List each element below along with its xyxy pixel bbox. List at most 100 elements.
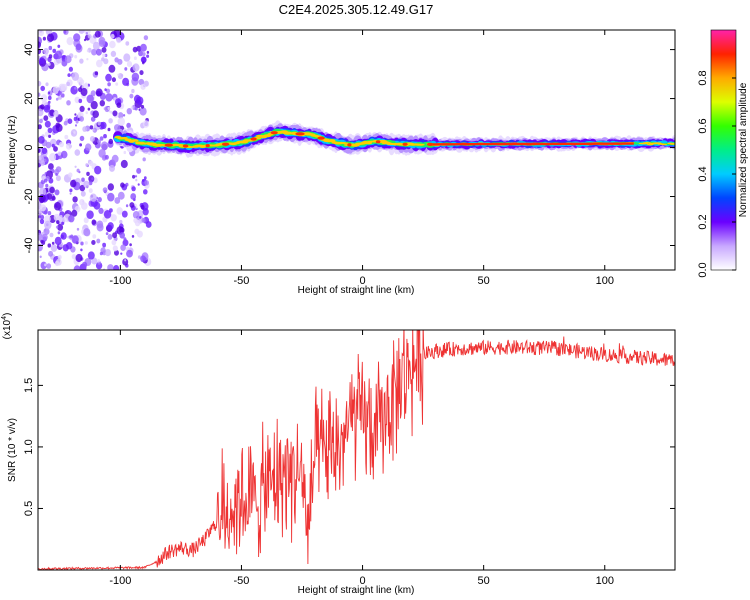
noise-speckle [108,64,116,73]
ridge-peak [250,137,257,141]
noise-speckle [86,49,90,53]
noise-speckle [138,78,145,86]
noise-speckle [141,217,146,223]
spectrogram-x-axis-label: Height of straight line (km) [298,285,415,296]
noise-speckle [135,178,138,182]
noise-speckle [104,249,111,257]
colorbar-tick-label: 0.0 [697,262,709,277]
noise-speckle [122,239,129,247]
noise-speckle [107,234,113,240]
noise-speckle [140,56,147,63]
noise-speckle [83,217,89,224]
noise-speckle [115,82,119,86]
noise-speckle [68,210,71,214]
noise-speckle [90,90,96,97]
x-tick-label: 0 [359,275,365,287]
noise-speckle [79,105,85,112]
noise-speckle [48,95,52,100]
noise-speckle [130,193,137,200]
snr-frame [37,329,676,571]
noise-speckle [91,240,96,245]
noise-speckle [110,214,117,222]
noise-speckle [96,59,103,68]
noise-speckle [48,177,54,184]
noise-speckle [75,124,77,127]
noise-speckle [64,55,72,64]
noise-speckle [96,220,104,229]
noise-speckle [48,134,52,138]
noise-speckle [60,150,68,159]
noise-speckle [117,73,120,77]
noise-speckle [39,118,43,124]
noise-speckle [94,71,99,76]
ridge-cell [327,139,336,143]
noise-speckle [91,177,94,181]
noise-speckle [120,244,126,251]
noise-speckle [38,243,43,252]
noise-speckle [38,41,42,49]
noise-speckle [131,72,140,82]
noise-speckle [71,72,80,81]
noise-speckle [38,124,42,130]
noise-speckle [71,209,78,217]
noise-speckle [91,257,98,265]
noise-speckle [89,193,97,202]
ridge-peak [347,143,352,147]
noise-speckle [92,128,95,132]
noise-speckle [138,50,144,57]
noise-speckle [102,53,106,58]
noise-speckle [90,100,98,110]
noise-speckle [47,243,52,248]
noise-speckle [53,146,58,152]
noise-speckle [98,207,104,214]
noise-speckle [40,215,45,220]
spectrogram-y-ticks: 40 20 0 -20 -40 [23,43,675,253]
noise-speckle [57,151,62,156]
noise-speckle [124,259,127,262]
noise-speckle [92,41,100,51]
noise-speckle [140,83,146,90]
noise-speckle [89,136,95,142]
noise-speckle [42,36,47,41]
noise-speckle [136,45,142,52]
noise-speckle [55,173,58,176]
noise-speckle [95,88,103,97]
noise-speckle [78,98,83,104]
spectrogram-ridge [113,120,675,158]
noise-speckle [49,138,57,148]
noise-speckle [140,255,147,263]
noise-speckle [74,165,77,168]
noise-speckle [119,232,125,239]
noise-speckle [38,80,42,87]
noise-speckle [43,115,49,121]
noise-speckle [132,46,138,53]
snr-y-axis-label: SNR (10 * v/v) [7,418,18,482]
noise-speckle [123,237,127,241]
noise-speckle [139,70,144,76]
noise-speckle [74,149,81,156]
noise-speckle [75,43,82,51]
x-tick-label: 100 [596,275,614,287]
noise-speckle [44,220,52,230]
colorbar-tick-label: 0.4 [697,166,709,181]
noise-speckle [38,194,46,203]
noise-speckle [140,43,147,52]
noise-speckle [44,120,51,128]
noise-speckle [100,121,107,130]
noise-speckle [122,258,129,266]
colorbar-label: Normalized spectral amplitude [738,82,749,217]
noise-speckle [57,231,61,235]
noise-speckle [87,107,91,111]
ridge-peak [221,142,230,146]
noise-speckle [73,33,81,42]
noise-speckle [92,234,97,239]
noise-speckle [96,238,101,244]
noise-speckle [53,201,62,211]
noise-speckle [47,211,52,216]
noise-speckle [104,88,107,92]
noise-speckle [48,45,53,51]
noise-speckle [110,110,113,114]
noise-speckle [99,251,103,256]
noise-speckle [73,131,76,134]
noise-speckle [66,81,70,87]
